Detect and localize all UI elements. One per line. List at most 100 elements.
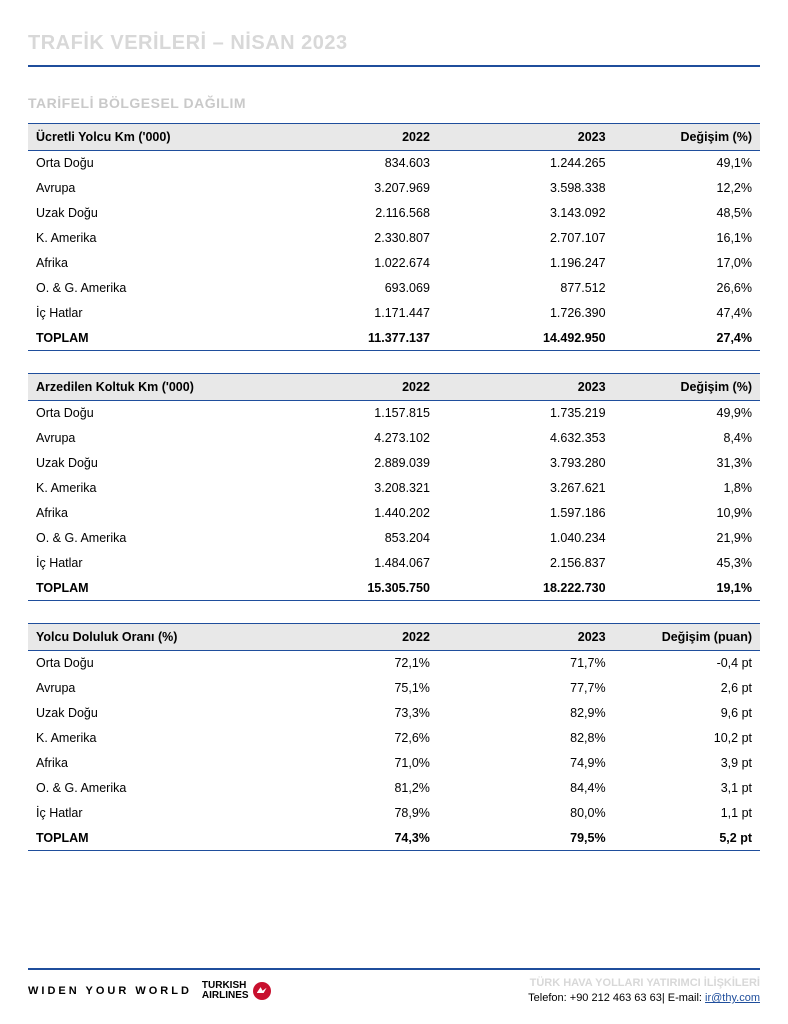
value-cell: 3.207.969: [270, 176, 438, 201]
total-value-cell: 19,1%: [614, 576, 760, 601]
value-cell: 834.603: [270, 151, 438, 176]
value-cell: 2.330.807: [270, 226, 438, 251]
section-title: TARİFELİ BÖLGESEL DAĞILIM: [28, 95, 760, 111]
region-cell: Orta Doğu: [28, 651, 270, 676]
page-footer: WIDEN YOUR WORLD TURKISH AIRLINES TÜRK H…: [0, 968, 788, 1024]
value-cell: 17,0%: [614, 251, 760, 276]
value-cell: 10,9%: [614, 501, 760, 526]
value-cell: 82,8%: [438, 726, 614, 751]
value-cell: 12,2%: [614, 176, 760, 201]
region-cell: Afrika: [28, 251, 270, 276]
metric-header: Ücretli Yolcu Km ('000): [28, 124, 270, 151]
value-cell: 1.735.219: [438, 401, 614, 426]
total-row: TOPLAM74,3%79,5%5,2 pt: [28, 826, 760, 851]
metric-header: Yolcu Doluluk Oranı (%): [28, 624, 270, 651]
value-cell: 31,3%: [614, 451, 760, 476]
value-cell: 26,6%: [614, 276, 760, 301]
table-row: Uzak Doğu2.116.5683.143.09248,5%: [28, 201, 760, 226]
email-link[interactable]: ir@thy.com: [705, 992, 760, 1004]
total-row: TOPLAM11.377.13714.492.95027,4%: [28, 326, 760, 351]
value-cell: 2.707.107: [438, 226, 614, 251]
table-row: Afrika1.440.2021.597.18610,9%: [28, 501, 760, 526]
region-cell: Uzak Doğu: [28, 201, 270, 226]
footer-divider: [28, 968, 760, 970]
value-cell: 1.040.234: [438, 526, 614, 551]
value-cell: 877.512: [438, 276, 614, 301]
region-cell: K. Amerika: [28, 226, 270, 251]
value-cell: 84,4%: [438, 776, 614, 801]
col-2022-header: 2022: [270, 124, 438, 151]
value-cell: 21,9%: [614, 526, 760, 551]
total-label-cell: TOPLAM: [28, 826, 270, 851]
email-label: | E-mail:: [662, 992, 705, 1004]
value-cell: 71,0%: [270, 751, 438, 776]
table-row: O. & G. Amerika693.069877.51226,6%: [28, 276, 760, 301]
col-2023-header: 2023: [438, 124, 614, 151]
total-label-cell: TOPLAM: [28, 576, 270, 601]
total-value-cell: 5,2 pt: [614, 826, 760, 851]
value-cell: 3.598.338: [438, 176, 614, 201]
table-row: Orta Doğu1.157.8151.735.21949,9%: [28, 401, 760, 426]
region-cell: O. & G. Amerika: [28, 776, 270, 801]
table-row: K. Amerika3.208.3213.267.6211,8%: [28, 476, 760, 501]
value-cell: 10,2 pt: [614, 726, 760, 751]
page-title: TRAFİK VERİLERİ – NİSAN 2023: [28, 32, 760, 55]
table-gap: [28, 351, 760, 373]
value-cell: 3.208.321: [270, 476, 438, 501]
metric-header: Arzedilen Koltuk Km ('000): [28, 374, 270, 401]
total-value-cell: 27,4%: [614, 326, 760, 351]
region-cell: Avrupa: [28, 176, 270, 201]
ir-title: TÜRK HAVA YOLLARI YATIRIMCI İLİŞKİLERİ: [528, 976, 760, 991]
region-cell: Uzak Doğu: [28, 451, 270, 476]
value-cell: 2.156.837: [438, 551, 614, 576]
value-cell: 78,9%: [270, 801, 438, 826]
value-cell: 75,1%: [270, 676, 438, 701]
value-cell: 81,2%: [270, 776, 438, 801]
brand-line1: TURKISH: [202, 980, 246, 991]
col-change-header: Değişim (puan): [614, 624, 760, 651]
total-value-cell: 79,5%: [438, 826, 614, 851]
phone-label: Telefon:: [528, 992, 570, 1004]
value-cell: 1.171.447: [270, 301, 438, 326]
footer-right: TÜRK HAVA YOLLARI YATIRIMCI İLİŞKİLERİ T…: [528, 976, 760, 1006]
value-cell: 16,1%: [614, 226, 760, 251]
airline-logo-icon: [253, 982, 271, 1000]
col-change-header: Değişim (%): [614, 374, 760, 401]
total-value-cell: 74,3%: [270, 826, 438, 851]
data-table: Yolcu Doluluk Oranı (%)20222023Değişim (…: [28, 623, 760, 851]
value-cell: 1.244.265: [438, 151, 614, 176]
table-row: O. & G. Amerika853.2041.040.23421,9%: [28, 526, 760, 551]
value-cell: 49,9%: [614, 401, 760, 426]
total-value-cell: 14.492.950: [438, 326, 614, 351]
phone-value: +90 212 463 63 63: [570, 992, 662, 1004]
value-cell: 72,6%: [270, 726, 438, 751]
value-cell: 1,8%: [614, 476, 760, 501]
value-cell: 2,6 pt: [614, 676, 760, 701]
value-cell: 80,0%: [438, 801, 614, 826]
ir-contact: Telefon: +90 212 463 63 63| E-mail: ir@t…: [528, 991, 760, 1006]
region-cell: Orta Doğu: [28, 401, 270, 426]
region-cell: Uzak Doğu: [28, 701, 270, 726]
value-cell: 2.116.568: [270, 201, 438, 226]
region-cell: Orta Doğu: [28, 151, 270, 176]
region-cell: K. Amerika: [28, 726, 270, 751]
value-cell: 3.143.092: [438, 201, 614, 226]
value-cell: 3,9 pt: [614, 751, 760, 776]
table-row: Avrupa4.273.1024.632.3538,4%: [28, 426, 760, 451]
col-2023-header: 2023: [438, 624, 614, 651]
total-label-cell: TOPLAM: [28, 326, 270, 351]
value-cell: 9,6 pt: [614, 701, 760, 726]
region-cell: İç Hatlar: [28, 801, 270, 826]
col-change-header: Değişim (%): [614, 124, 760, 151]
value-cell: 45,3%: [614, 551, 760, 576]
value-cell: 1.597.186: [438, 501, 614, 526]
value-cell: 4.273.102: [270, 426, 438, 451]
region-cell: İç Hatlar: [28, 551, 270, 576]
table-row: Uzak Doğu73,3%82,9%9,6 pt: [28, 701, 760, 726]
table-row: Afrika71,0%74,9%3,9 pt: [28, 751, 760, 776]
table-row: K. Amerika2.330.8072.707.10716,1%: [28, 226, 760, 251]
brand-block: TURKISH AIRLINES: [202, 981, 271, 1002]
value-cell: 49,1%: [614, 151, 760, 176]
col-2022-header: 2022: [270, 374, 438, 401]
tables-container: Ücretli Yolcu Km ('000)20222023Değişim (…: [28, 123, 760, 851]
